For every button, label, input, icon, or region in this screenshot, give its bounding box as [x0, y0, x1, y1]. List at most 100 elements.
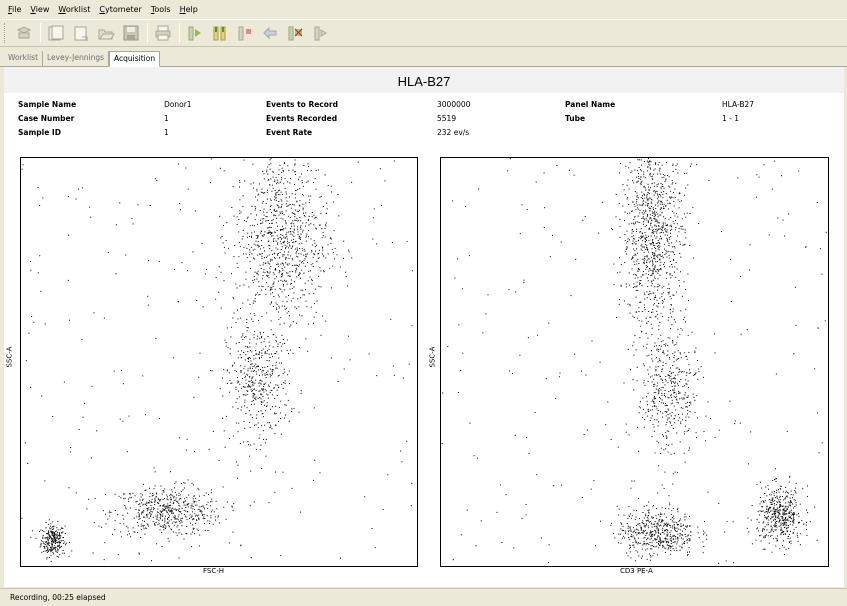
event-dot: [793, 353, 795, 355]
event-dot: [257, 365, 259, 367]
event-dot: [157, 516, 159, 518]
event-dot: [657, 410, 659, 411]
event-dot: [457, 258, 459, 260]
event-dot: [636, 541, 638, 543]
event-dot: [252, 396, 254, 398]
event-dot: [658, 532, 660, 534]
event-dot: [300, 511, 302, 513]
backflush-icon[interactable]: [260, 23, 280, 43]
event-dot: [781, 529, 783, 531]
event-dot: [144, 490, 146, 491]
event-dot: [779, 548, 781, 550]
event-dot: [644, 537, 646, 539]
event-dot: [269, 245, 271, 247]
event-dot: [685, 383, 687, 385]
event-dot: [265, 377, 267, 379]
event-dot: [632, 210, 634, 212]
settings-icon[interactable]: [285, 23, 305, 43]
event-dot: [667, 417, 669, 419]
event-dot: [242, 378, 243, 379]
event-dot: [655, 219, 657, 221]
event-dot: [58, 538, 60, 540]
run-icon[interactable]: [185, 23, 205, 43]
copy-document-icon[interactable]: [71, 23, 91, 43]
scatter-plot-cd3-ssc[interactable]: [440, 157, 829, 567]
event-dot: [61, 527, 63, 529]
event-dot: [269, 303, 271, 305]
event-dot: [676, 541, 678, 543]
menu-cytometer[interactable]: Cytometer: [99, 4, 142, 14]
new-document-icon[interactable]: [46, 23, 66, 43]
event-dot: [265, 220, 267, 222]
event-dot: [642, 213, 644, 215]
event-dot: [285, 222, 287, 224]
event-dot: [662, 382, 664, 384]
event-dot: [651, 280, 653, 282]
event-dot: [253, 302, 254, 304]
connect-icon[interactable]: [14, 23, 34, 43]
event-dot: [267, 240, 269, 242]
event-dot: [160, 485, 162, 487]
event-dot: [647, 274, 649, 275]
event-dot: [654, 539, 656, 541]
event-dot: [53, 548, 55, 550]
event-dot: [652, 531, 654, 533]
event-dot: [161, 531, 163, 533]
save-disk-icon[interactable]: [121, 23, 141, 43]
tab-acquisition[interactable]: Acquisition: [109, 51, 161, 67]
event-dot: [273, 252, 275, 254]
menu-view[interactable]: View: [30, 4, 50, 14]
event-dot: [162, 515, 164, 517]
open-folder-icon[interactable]: [96, 23, 116, 43]
event-dot: [674, 378, 676, 380]
menu-help[interactable]: Help: [179, 4, 198, 14]
event-dot: [619, 225, 621, 227]
event-dot: [677, 524, 678, 526]
event-dot: [647, 518, 649, 520]
event-dot: [646, 505, 648, 507]
event-dot: [192, 506, 194, 508]
event-dot: [634, 250, 636, 252]
menu-worklist[interactable]: Worklist: [58, 4, 91, 14]
event-dot: [334, 247, 336, 249]
event-dot: [284, 289, 286, 291]
event-dot: [633, 274, 635, 276]
event-dot: [138, 525, 139, 527]
scatter-plot-fsc-ssc[interactable]: [20, 157, 418, 567]
stop-icon[interactable]: [235, 23, 255, 43]
event-dot: [124, 505, 126, 507]
event-dot: [203, 507, 205, 508]
event-dot: [262, 348, 264, 350]
print-icon[interactable]: [153, 23, 173, 43]
event-dot: [177, 519, 179, 521]
event-dot: [209, 520, 211, 522]
event-dot: [647, 515, 649, 517]
event-dot: [671, 382, 672, 384]
menu-tools[interactable]: Tools: [150, 4, 171, 14]
event-dot: [313, 254, 315, 256]
event-dot: [645, 209, 647, 211]
event-dot: [778, 509, 780, 511]
event-dot: [42, 540, 44, 542]
event-dot: [278, 272, 280, 274]
event-dot: [257, 244, 259, 246]
tube-icon[interactable]: [310, 23, 330, 43]
event-dot: [672, 389, 674, 391]
toolbar-grip[interactable]: [4, 23, 8, 43]
event-dot: [790, 520, 792, 522]
event-dot: [303, 215, 305, 216]
event-dot: [646, 216, 648, 218]
tab-levey-jennings[interactable]: Levey-Jennings: [43, 51, 109, 66]
menu-file[interactable]: File: [8, 4, 22, 14]
event-dot: [299, 260, 301, 262]
event-dot: [290, 255, 292, 257]
event-dot: [653, 255, 655, 257]
event-dot: [51, 546, 53, 548]
event-dot: [626, 184, 628, 186]
event-dot: [384, 180, 386, 182]
tab-worklist[interactable]: Worklist: [4, 51, 44, 66]
acquire-icon[interactable]: [210, 23, 230, 43]
event-dot: [667, 291, 669, 293]
event-dot: [238, 422, 240, 424]
event-dot: [680, 421, 682, 423]
